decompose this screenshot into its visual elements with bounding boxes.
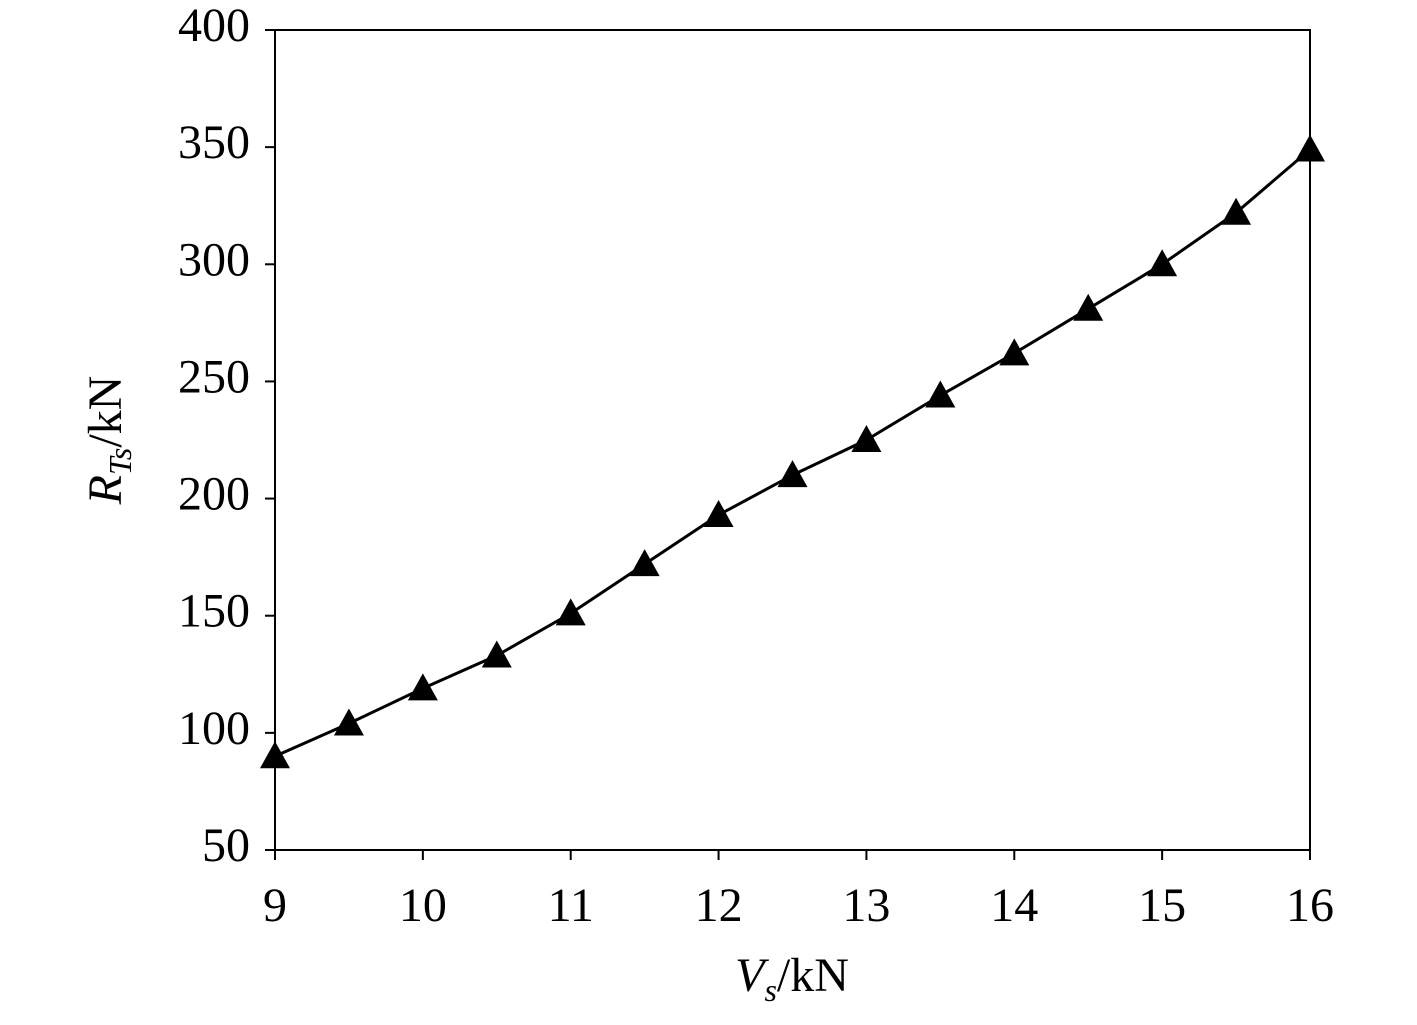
data-line bbox=[274, 148, 1311, 758]
x-tick-label: 15 bbox=[1138, 879, 1186, 932]
y-tick-label: 350 bbox=[178, 116, 250, 169]
data-point bbox=[1147, 249, 1178, 277]
x-tick-label: 12 bbox=[695, 879, 743, 932]
data-point bbox=[1073, 293, 1104, 321]
x-label-subscript: s bbox=[764, 972, 776, 1008]
y-tick-label: 150 bbox=[178, 585, 250, 638]
data-point bbox=[629, 549, 660, 577]
data-point bbox=[999, 338, 1030, 366]
data-point bbox=[851, 425, 882, 452]
data-point bbox=[407, 673, 438, 701]
x-tick-label: 9 bbox=[263, 879, 287, 932]
y-label-subscript: Ts bbox=[102, 448, 138, 475]
y-tick-label: 200 bbox=[178, 468, 250, 521]
data-point bbox=[925, 380, 956, 408]
data-point bbox=[481, 640, 512, 668]
y-tick-label: 100 bbox=[178, 702, 250, 755]
y-tick-label: 250 bbox=[178, 350, 250, 403]
data-point bbox=[555, 598, 586, 626]
x-tick-label: 16 bbox=[1286, 879, 1334, 932]
x-axis-label: Vs/kN bbox=[735, 949, 849, 1008]
data-point bbox=[1295, 134, 1325, 162]
data-point bbox=[1221, 197, 1252, 225]
data-point bbox=[333, 708, 364, 736]
data-point bbox=[777, 460, 808, 488]
data-point bbox=[260, 741, 290, 769]
y-tick-label: 50 bbox=[202, 819, 250, 872]
data-point bbox=[703, 499, 734, 527]
plot-frame bbox=[274, 29, 1311, 851]
y-tick-label: 300 bbox=[178, 233, 250, 286]
x-tick-label: 13 bbox=[842, 879, 890, 932]
x-label-unit: /kN bbox=[777, 949, 849, 1002]
y-axis-label: RTs/kN bbox=[79, 376, 138, 506]
x-tick-label: 11 bbox=[548, 879, 594, 932]
x-tick-label: 14 bbox=[990, 879, 1038, 932]
x-tick-label: 10 bbox=[399, 879, 447, 932]
y-tick-label: 400 bbox=[178, 0, 250, 52]
x-label-symbol: V bbox=[735, 949, 769, 1002]
y-label-symbol: R bbox=[79, 475, 132, 505]
y-label-unit: /kN bbox=[79, 376, 132, 448]
